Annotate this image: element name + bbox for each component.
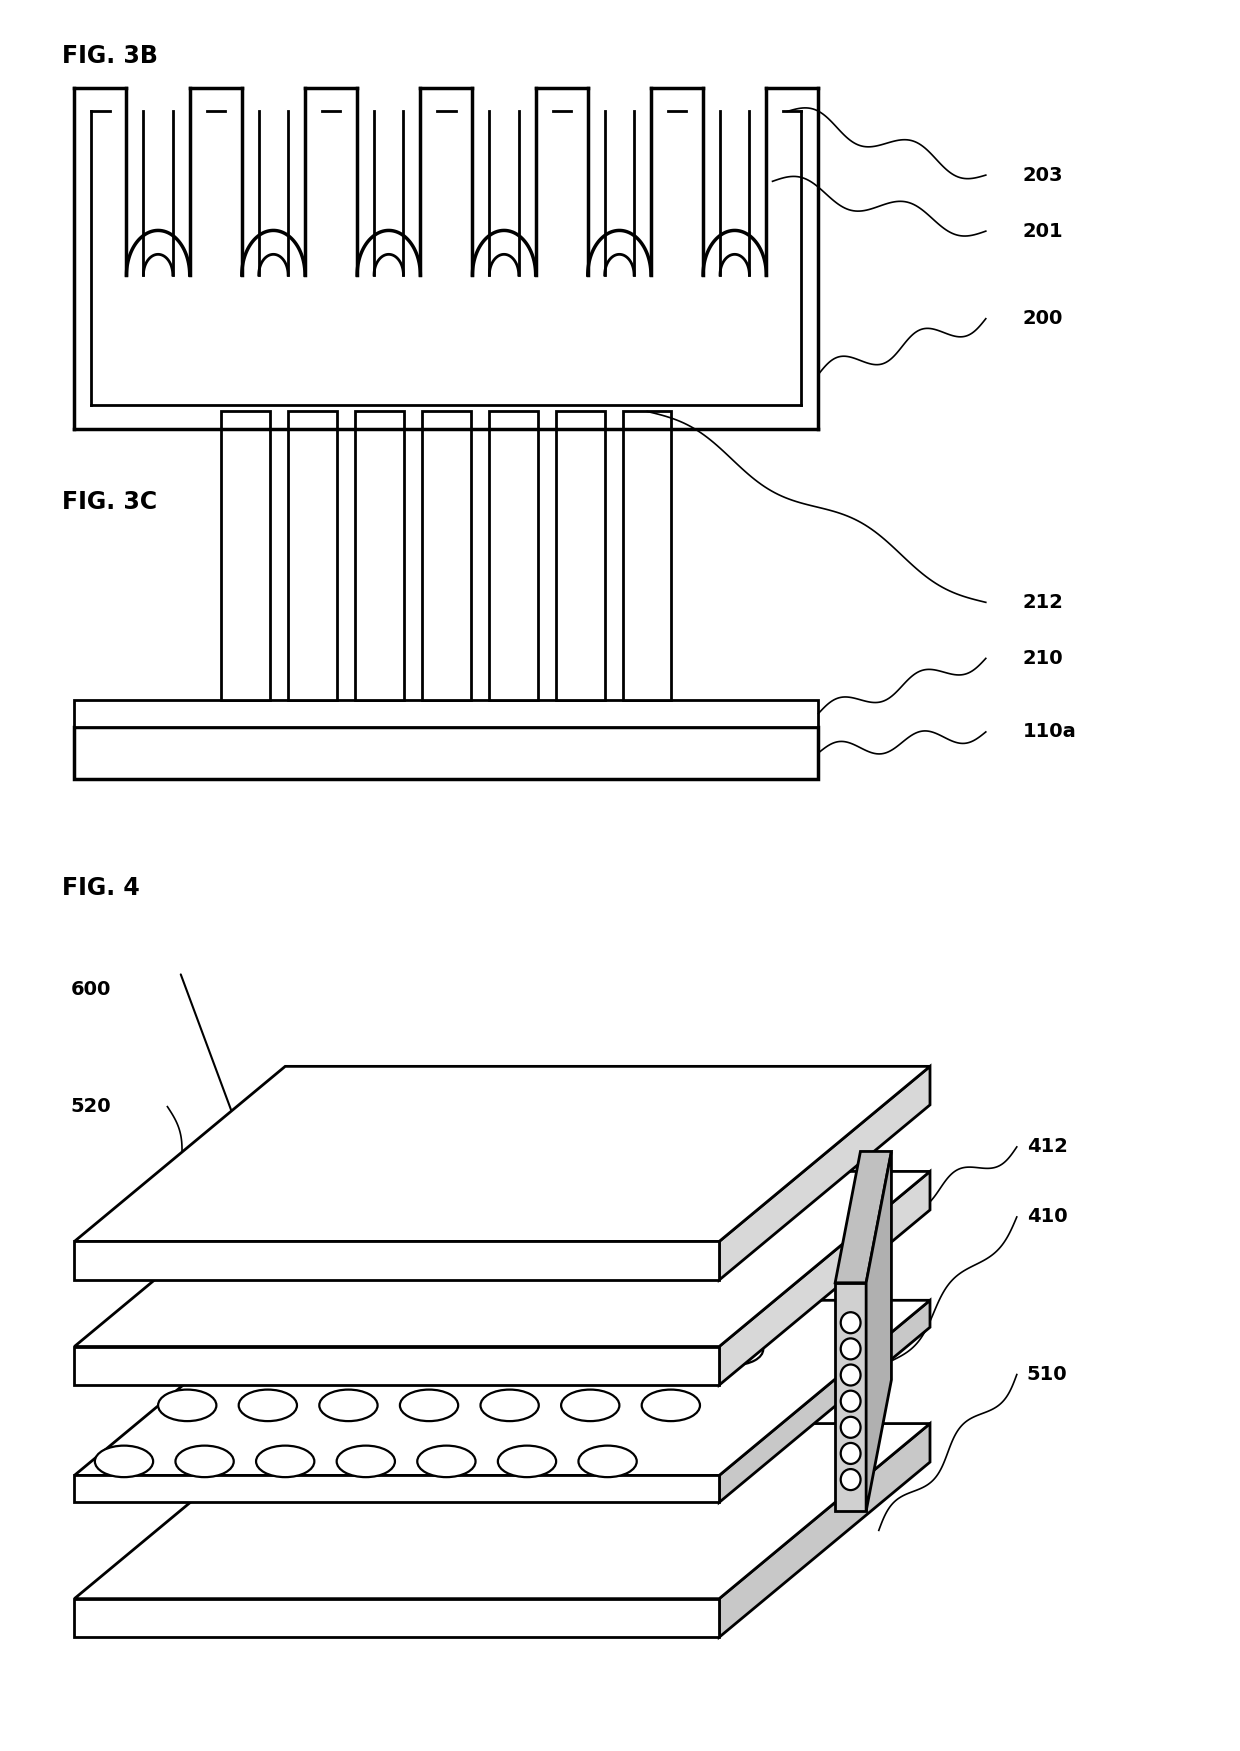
Text: 410: 410 [1027, 1208, 1068, 1226]
Ellipse shape [176, 1446, 233, 1478]
Bar [288, 411, 336, 700]
Polygon shape [719, 1171, 930, 1385]
Polygon shape [74, 1171, 930, 1347]
Text: FIG. 3B: FIG. 3B [62, 44, 157, 68]
Ellipse shape [578, 1446, 637, 1478]
Bar [622, 411, 672, 700]
Ellipse shape [222, 1334, 280, 1366]
Ellipse shape [320, 1390, 378, 1422]
Ellipse shape [841, 1390, 861, 1411]
Ellipse shape [841, 1311, 861, 1333]
Ellipse shape [841, 1443, 861, 1464]
Polygon shape [836, 1152, 892, 1283]
Ellipse shape [303, 1334, 361, 1366]
Ellipse shape [498, 1446, 556, 1478]
Ellipse shape [399, 1390, 459, 1422]
Ellipse shape [159, 1390, 217, 1422]
Polygon shape [719, 1301, 930, 1502]
Ellipse shape [642, 1390, 699, 1422]
Ellipse shape [625, 1334, 682, 1366]
Ellipse shape [704, 1334, 763, 1366]
Polygon shape [74, 1599, 719, 1637]
Ellipse shape [255, 1446, 315, 1478]
Text: 203: 203 [1023, 166, 1064, 184]
Bar [221, 411, 270, 700]
Bar [74, 700, 818, 727]
Ellipse shape [94, 1446, 153, 1478]
Ellipse shape [239, 1390, 298, 1422]
Text: 200: 200 [1023, 310, 1064, 327]
Text: FIG. 3C: FIG. 3C [62, 490, 157, 515]
Polygon shape [867, 1152, 892, 1511]
Ellipse shape [841, 1417, 861, 1438]
Text: 210: 210 [1023, 650, 1064, 667]
Ellipse shape [543, 1334, 603, 1366]
Bar [355, 411, 403, 700]
Text: 110a: 110a [1023, 723, 1076, 741]
Ellipse shape [841, 1338, 861, 1359]
Text: 412: 412 [1027, 1138, 1068, 1156]
Bar [74, 727, 818, 779]
Text: FIG. 4: FIG. 4 [62, 876, 140, 900]
Polygon shape [74, 1241, 719, 1280]
Polygon shape [74, 1476, 719, 1502]
Text: 201: 201 [1023, 222, 1064, 240]
Ellipse shape [560, 1390, 620, 1422]
Ellipse shape [841, 1469, 861, 1490]
Bar [556, 411, 605, 700]
Polygon shape [836, 1283, 867, 1511]
Text: 520: 520 [71, 1098, 112, 1115]
Bar [489, 411, 538, 700]
Polygon shape [74, 1424, 930, 1599]
Ellipse shape [841, 1364, 861, 1385]
Ellipse shape [481, 1390, 538, 1422]
Text: 212: 212 [1023, 594, 1064, 611]
Bar [422, 411, 471, 700]
Text: 600: 600 [71, 981, 112, 998]
Polygon shape [74, 1347, 719, 1385]
Text: 510: 510 [1027, 1366, 1068, 1383]
Polygon shape [719, 1424, 930, 1637]
Ellipse shape [382, 1334, 441, 1366]
Ellipse shape [417, 1446, 475, 1478]
Ellipse shape [464, 1334, 522, 1366]
Polygon shape [74, 1301, 930, 1476]
Ellipse shape [337, 1446, 396, 1478]
Polygon shape [719, 1066, 930, 1280]
Polygon shape [74, 1066, 930, 1241]
